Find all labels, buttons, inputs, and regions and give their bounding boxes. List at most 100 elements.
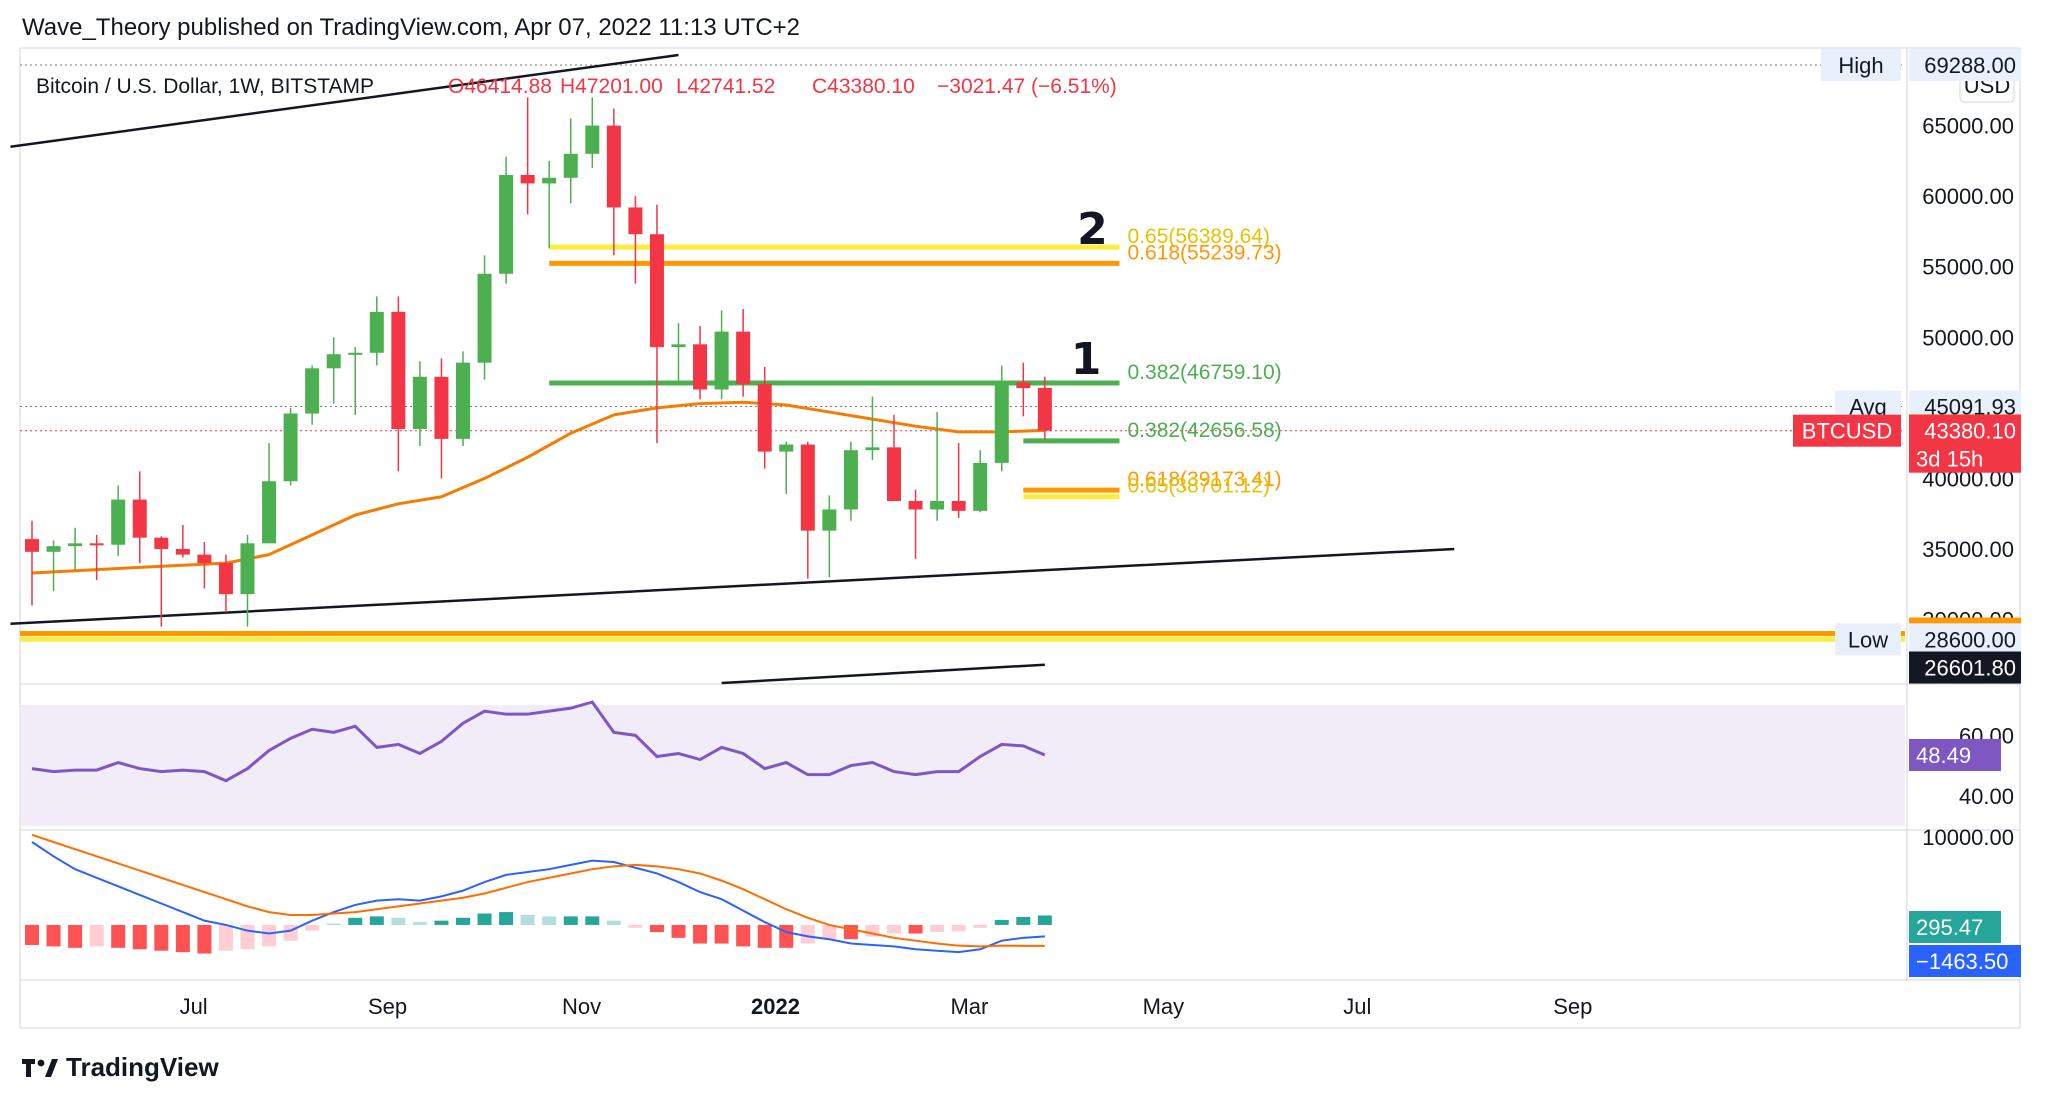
candle-body xyxy=(671,344,686,348)
price-label-value: 26601.80 xyxy=(1924,656,2016,681)
rsi-tick: 40.00 xyxy=(1959,784,2014,809)
price-label-value: 43380.10 xyxy=(1924,419,2016,444)
macd-hist-bar xyxy=(456,917,470,925)
macd-hist-bar xyxy=(563,916,578,925)
price-label-box xyxy=(1909,49,2021,82)
candle-body xyxy=(218,563,233,595)
candle-body xyxy=(391,311,406,430)
macd-hist-bar xyxy=(779,924,794,948)
macd-hist-bar xyxy=(908,924,923,934)
ohlc-c: C43380.10 xyxy=(812,75,915,98)
candle-body xyxy=(68,543,83,547)
fib-level-label-4: 0.618(39173.41) xyxy=(1128,468,1282,491)
price-tag-box xyxy=(1821,49,1901,82)
candle-body xyxy=(887,447,901,501)
price-label-value: 28600.00 xyxy=(1924,627,2016,652)
candle-body xyxy=(520,174,535,184)
lower-channel-trendline xyxy=(10,547,1455,626)
macd-hist-value: 295.47 xyxy=(1916,915,1983,940)
price-label-value: 69288.00 xyxy=(1924,53,2016,78)
macd-hist-bar xyxy=(693,924,708,944)
price-tick: 35000.00 xyxy=(1922,537,2014,562)
macd-hist-bar xyxy=(68,924,83,948)
macd-hist-bar xyxy=(262,924,277,947)
wave-label-1: 1 xyxy=(1071,334,1102,385)
macd-hist-bar xyxy=(671,924,686,938)
candle-body xyxy=(434,376,449,439)
macd-tick: 10000.00 xyxy=(1922,825,2014,850)
macd-hist-bar xyxy=(520,914,535,925)
candle-body xyxy=(477,273,492,363)
ohlc-h: H47201.00 xyxy=(560,75,663,98)
btc-weekly-chart[interactable]: 0.65(56389.64)0.618(55239.73) 0.382(46759… xyxy=(0,0,2054,1050)
fib-level-label-2: 0.382(46759.10) xyxy=(1128,361,1282,384)
upper-channel-trendline xyxy=(10,53,679,148)
macd-hist-bar xyxy=(714,924,729,944)
fib-level-label-1: 0.618(55239.73) xyxy=(1128,241,1282,264)
candle-body xyxy=(175,548,190,555)
macd-hist-bar xyxy=(628,924,643,928)
price-label-countdown: 3d 15h xyxy=(1916,447,1983,472)
candle-body xyxy=(412,376,427,430)
candle-body xyxy=(369,311,384,353)
publish-header: Wave_Theory published on TradingView.com… xyxy=(22,14,801,41)
candle-body xyxy=(111,499,126,545)
candle-body xyxy=(994,382,1009,463)
time-tick: Jul xyxy=(1343,994,1371,1019)
candle-body xyxy=(89,543,104,546)
candle-body xyxy=(1037,387,1052,431)
macd-hist-bar xyxy=(369,916,384,925)
macd-hist-bar xyxy=(46,924,61,947)
macd-hist-bar xyxy=(843,924,858,940)
time-tick: Sep xyxy=(368,994,407,1019)
macd-hist-bar xyxy=(887,924,901,934)
candle-body xyxy=(843,450,858,510)
candle-body xyxy=(908,500,923,510)
candle-body xyxy=(585,125,600,154)
macd-hist-bar xyxy=(973,924,988,928)
macd-hist-bar xyxy=(499,912,514,925)
candle-body xyxy=(649,234,664,348)
candle-body xyxy=(326,354,341,369)
macd-hist-bar xyxy=(412,922,427,925)
fib-level-label-3: 0.382(42656.58) xyxy=(1128,419,1282,442)
wave-label-2: 2 xyxy=(1077,204,1108,255)
price-tick: 65000.00 xyxy=(1922,114,2014,139)
candle-body xyxy=(693,344,708,390)
candle-body xyxy=(714,331,729,390)
candle-body xyxy=(865,447,880,451)
macd-hist-bar xyxy=(606,920,621,925)
candle-body xyxy=(456,362,470,439)
candle-body xyxy=(46,546,61,552)
tradingview-brand[interactable]: TradingView xyxy=(22,1052,219,1083)
macd-hist-bar xyxy=(25,924,39,945)
candle-body xyxy=(154,537,169,549)
price-axis: 65000.0060000.0055000.0050000.0045000.00… xyxy=(1793,49,2021,684)
rsi-value: 48.49 xyxy=(1916,743,1971,768)
time-tick: Mar xyxy=(950,994,988,1019)
macd-hist-bar xyxy=(822,924,837,940)
price-tag-box xyxy=(1835,623,1901,656)
ohlc-legend: Bitcoin / U.S. Dollar, 1W, BITSTAMP O4641… xyxy=(36,75,1117,98)
tradingview-logo-icon xyxy=(22,1058,58,1077)
price-pane: 0.65(56389.64)0.618(55239.73) 0.382(46759… xyxy=(10,53,1905,685)
macd-hist-bar xyxy=(585,916,600,925)
macd-hist-bar xyxy=(89,924,104,947)
chart-frame xyxy=(19,47,2021,1029)
time-axis: Jul Sep Nov 2022 Mar May Jul Sep xyxy=(180,994,1593,1019)
candle-body xyxy=(305,368,320,414)
rsi-value-box xyxy=(1909,738,2001,771)
candle-body xyxy=(628,207,643,235)
candle-body xyxy=(197,554,212,564)
price-tick: 50000.00 xyxy=(1922,325,2014,350)
price-tag-box xyxy=(1793,414,1901,447)
macd-hist-bar xyxy=(1037,915,1052,925)
candle-body xyxy=(736,331,751,384)
macd-pane: 10000.00 295.47 −1463.50 xyxy=(25,825,2021,977)
ohlc-o: O46414.88 xyxy=(448,75,552,98)
fib-level-label-5: 0.65(38701.12) xyxy=(1128,475,1270,498)
price-label-box xyxy=(1909,623,2021,656)
candle-body xyxy=(951,500,966,511)
signal-line xyxy=(31,833,1045,948)
macd-hist-bar xyxy=(175,924,190,953)
